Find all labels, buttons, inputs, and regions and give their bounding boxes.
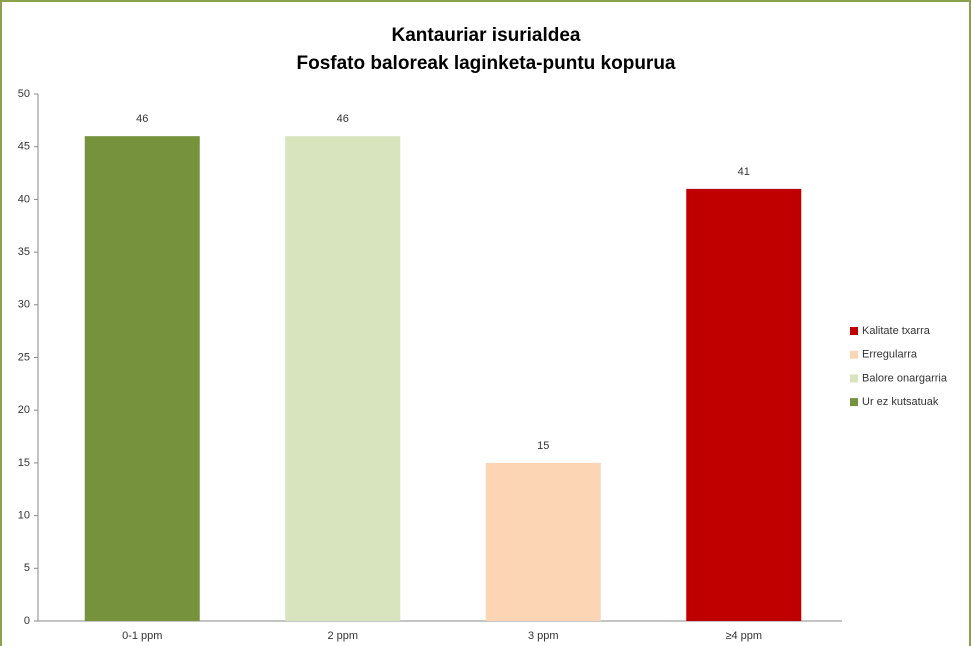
- y-tick-label: 30: [18, 299, 30, 311]
- bar: [686, 188, 802, 622]
- chart-title: Kantauriar isurialdea: [391, 25, 580, 46]
- legend-swatch: [850, 374, 858, 383]
- x-tick-label: 2 ppm: [327, 630, 358, 642]
- y-tick-label: 15: [18, 457, 30, 469]
- legend-swatch: [850, 398, 858, 407]
- data-label: 41: [738, 166, 750, 178]
- bar: [84, 136, 200, 621]
- data-label: 46: [337, 113, 349, 125]
- data-label: 46: [136, 113, 148, 125]
- y-tick-label: 35: [18, 246, 30, 258]
- bar: [285, 136, 401, 621]
- legend-label: Erregularra: [862, 349, 918, 361]
- y-tick-label: 20: [18, 404, 30, 416]
- y-tick-label: 5: [24, 562, 30, 574]
- y-tick-label: 45: [18, 141, 30, 153]
- x-tick-label: 0-1 ppm: [122, 630, 162, 642]
- chart-title: Fosfato baloreak laginketa-puntu kopurua: [297, 53, 676, 74]
- legend-swatch: [850, 327, 858, 335]
- bar: [485, 462, 601, 621]
- legend-label: Kalitate txarra: [862, 325, 931, 337]
- y-tick-label: 50: [18, 88, 30, 100]
- data-label: 15: [537, 440, 549, 452]
- legend-label: Balore onargarria: [862, 372, 948, 384]
- x-tick-label: 3 ppm: [528, 630, 559, 642]
- legend-label: Ur ez kutsatuak: [862, 396, 939, 408]
- y-tick-label: 25: [18, 351, 30, 363]
- legend-swatch: [850, 350, 858, 359]
- x-tick-label: ≥4 ppm: [725, 630, 762, 642]
- y-tick-label: 40: [18, 193, 30, 205]
- y-tick-label: 0: [24, 615, 30, 627]
- y-tick-label: 10: [18, 510, 30, 522]
